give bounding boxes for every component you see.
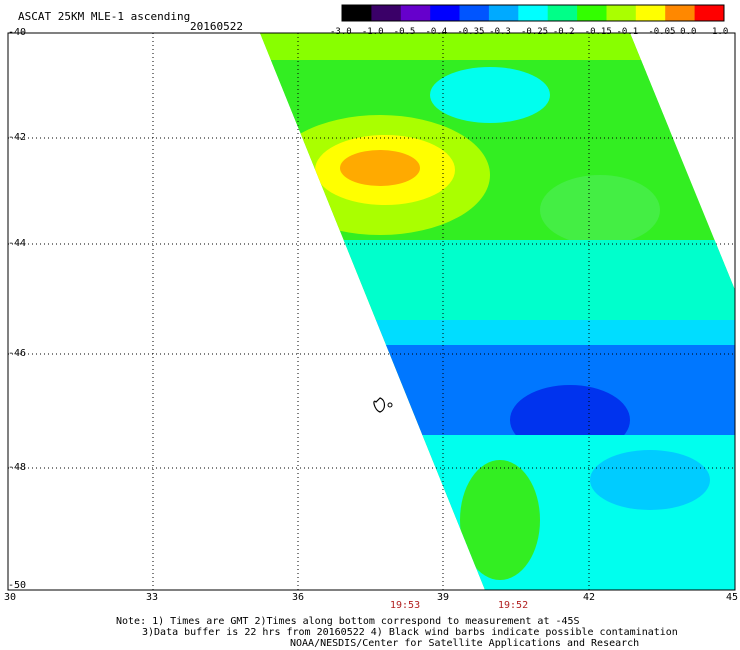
measurement-time: 19:53 bbox=[390, 600, 421, 611]
swath-band-blue bbox=[258, 345, 735, 435]
colorbar bbox=[341, 4, 725, 22]
note-line-1: Note: 1) Times are GMT 2)Times along bot… bbox=[116, 616, 580, 627]
light-blue-patch-south bbox=[590, 450, 710, 510]
colorbar-tick-label: -0.35 bbox=[457, 27, 485, 37]
colorbar-tick-label: -0.25 bbox=[521, 27, 549, 37]
colorbar-frame bbox=[341, 4, 725, 22]
colorbar-swatch bbox=[518, 5, 549, 21]
map-title: ASCAT 25KM MLE-1 ascending bbox=[18, 10, 191, 23]
islet-outline bbox=[387, 402, 393, 408]
lon-label: 30 bbox=[4, 592, 17, 603]
colorbar-swatch bbox=[606, 5, 637, 21]
lon-label: 39 bbox=[437, 592, 450, 603]
colorbar-tick-label: -0.5 bbox=[393, 27, 416, 37]
note-line-3: NOAA/NESDIS/Center for Satellite Applica… bbox=[290, 638, 640, 649]
colorbar-tick-label: 1.0 bbox=[712, 27, 729, 37]
colorbar-tick-label: 0.0 bbox=[680, 27, 697, 37]
lon-label: 42 bbox=[583, 592, 596, 603]
lon-label: 45 bbox=[726, 592, 739, 603]
colorbar-swatch bbox=[430, 5, 461, 21]
green-patch-south bbox=[460, 460, 540, 580]
lon-label: 36 bbox=[292, 592, 305, 603]
colorbar-swatch bbox=[459, 5, 490, 21]
note-line-2: 3)Data buffer is 22 hrs from 20160522 4)… bbox=[142, 627, 678, 638]
colorbar-swatch bbox=[400, 5, 431, 21]
lat-label: -50 bbox=[8, 580, 27, 591]
gridlines bbox=[8, 33, 735, 590]
colorbar-swatch bbox=[694, 5, 725, 21]
colorbar-tick-label: -0.2 bbox=[552, 27, 575, 37]
colorbar-swatch bbox=[371, 5, 402, 21]
colorbar-tick-label: -3.0 bbox=[330, 27, 352, 37]
colorbar-tick-label: -0.05 bbox=[648, 27, 676, 37]
colorbar-swatch bbox=[577, 5, 607, 21]
map-date: 20160522 bbox=[190, 20, 243, 33]
colorbar-tick-label: -0.4 bbox=[425, 27, 448, 37]
lat-label: -48 bbox=[8, 462, 27, 473]
swath-band-cyan bbox=[258, 240, 735, 320]
green-patch-east bbox=[540, 175, 660, 245]
orange-zone bbox=[340, 150, 420, 186]
lat-label: -40 bbox=[8, 27, 27, 38]
colorbar-tick-label: -1.0 bbox=[361, 27, 384, 37]
measurement-time: 19:52 bbox=[498, 600, 529, 611]
colorbar-swatch bbox=[488, 5, 519, 21]
cyan-patch-north bbox=[430, 67, 550, 123]
lon-label: 33 bbox=[146, 592, 159, 603]
colorbar-tick-label: -0.15 bbox=[584, 27, 612, 37]
island-outline bbox=[373, 397, 386, 413]
colorbar-tick-label: -0.3 bbox=[489, 27, 511, 37]
colorbar-tick-label: -0.1 bbox=[616, 27, 639, 37]
colorbar-swatch bbox=[665, 5, 696, 21]
lat-label: -42 bbox=[8, 132, 27, 143]
colorbar-swatch bbox=[635, 5, 666, 21]
lat-label: -44 bbox=[8, 238, 27, 249]
satellite-swath bbox=[258, 33, 735, 590]
lat-label: -46 bbox=[8, 348, 27, 359]
colorbar-swatch bbox=[547, 5, 578, 21]
colorbar-swatch bbox=[342, 5, 372, 21]
plot-frame bbox=[7, 32, 736, 591]
